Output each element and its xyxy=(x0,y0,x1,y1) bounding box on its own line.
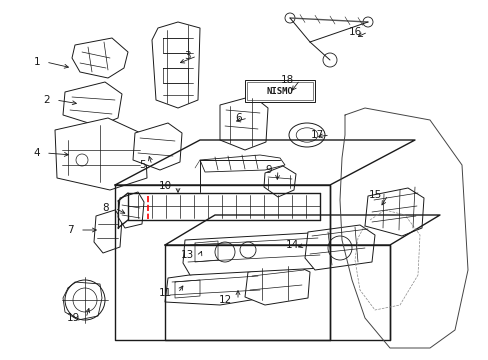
Polygon shape xyxy=(55,118,147,190)
Polygon shape xyxy=(200,155,285,172)
Text: 1: 1 xyxy=(33,57,40,67)
Polygon shape xyxy=(220,96,267,150)
Polygon shape xyxy=(133,123,182,170)
Polygon shape xyxy=(63,82,122,126)
Polygon shape xyxy=(118,192,143,228)
Text: 8: 8 xyxy=(102,203,109,213)
Polygon shape xyxy=(305,225,374,270)
Polygon shape xyxy=(264,166,295,197)
Text: 10: 10 xyxy=(159,181,172,191)
Polygon shape xyxy=(364,188,423,236)
Text: 12: 12 xyxy=(218,295,231,305)
Text: 17: 17 xyxy=(310,130,324,140)
Circle shape xyxy=(240,242,256,258)
Circle shape xyxy=(323,53,336,67)
Polygon shape xyxy=(244,265,309,305)
Polygon shape xyxy=(183,233,325,275)
Circle shape xyxy=(65,280,105,320)
Text: 16: 16 xyxy=(348,27,361,37)
Text: 13: 13 xyxy=(181,250,194,260)
Text: 19: 19 xyxy=(67,313,80,323)
Text: 4: 4 xyxy=(33,148,40,158)
Text: 6: 6 xyxy=(235,113,242,123)
Polygon shape xyxy=(164,270,264,305)
Polygon shape xyxy=(152,22,200,108)
Ellipse shape xyxy=(296,128,317,142)
Circle shape xyxy=(73,288,97,312)
Text: 5: 5 xyxy=(139,160,146,170)
Polygon shape xyxy=(72,38,128,78)
Ellipse shape xyxy=(288,123,325,147)
Text: 3: 3 xyxy=(184,51,191,61)
Circle shape xyxy=(76,154,88,166)
Text: 14: 14 xyxy=(285,240,298,250)
Text: 9: 9 xyxy=(265,165,271,175)
Text: NISMO: NISMO xyxy=(266,86,293,95)
Text: 7: 7 xyxy=(67,225,74,235)
Circle shape xyxy=(215,242,235,262)
Text: 15: 15 xyxy=(368,190,381,200)
Circle shape xyxy=(362,17,372,27)
Text: 18: 18 xyxy=(280,75,293,85)
Circle shape xyxy=(327,236,351,260)
FancyBboxPatch shape xyxy=(244,80,314,102)
Text: 11: 11 xyxy=(159,288,172,298)
Polygon shape xyxy=(94,210,122,253)
Text: 2: 2 xyxy=(43,95,50,105)
Circle shape xyxy=(285,13,294,23)
